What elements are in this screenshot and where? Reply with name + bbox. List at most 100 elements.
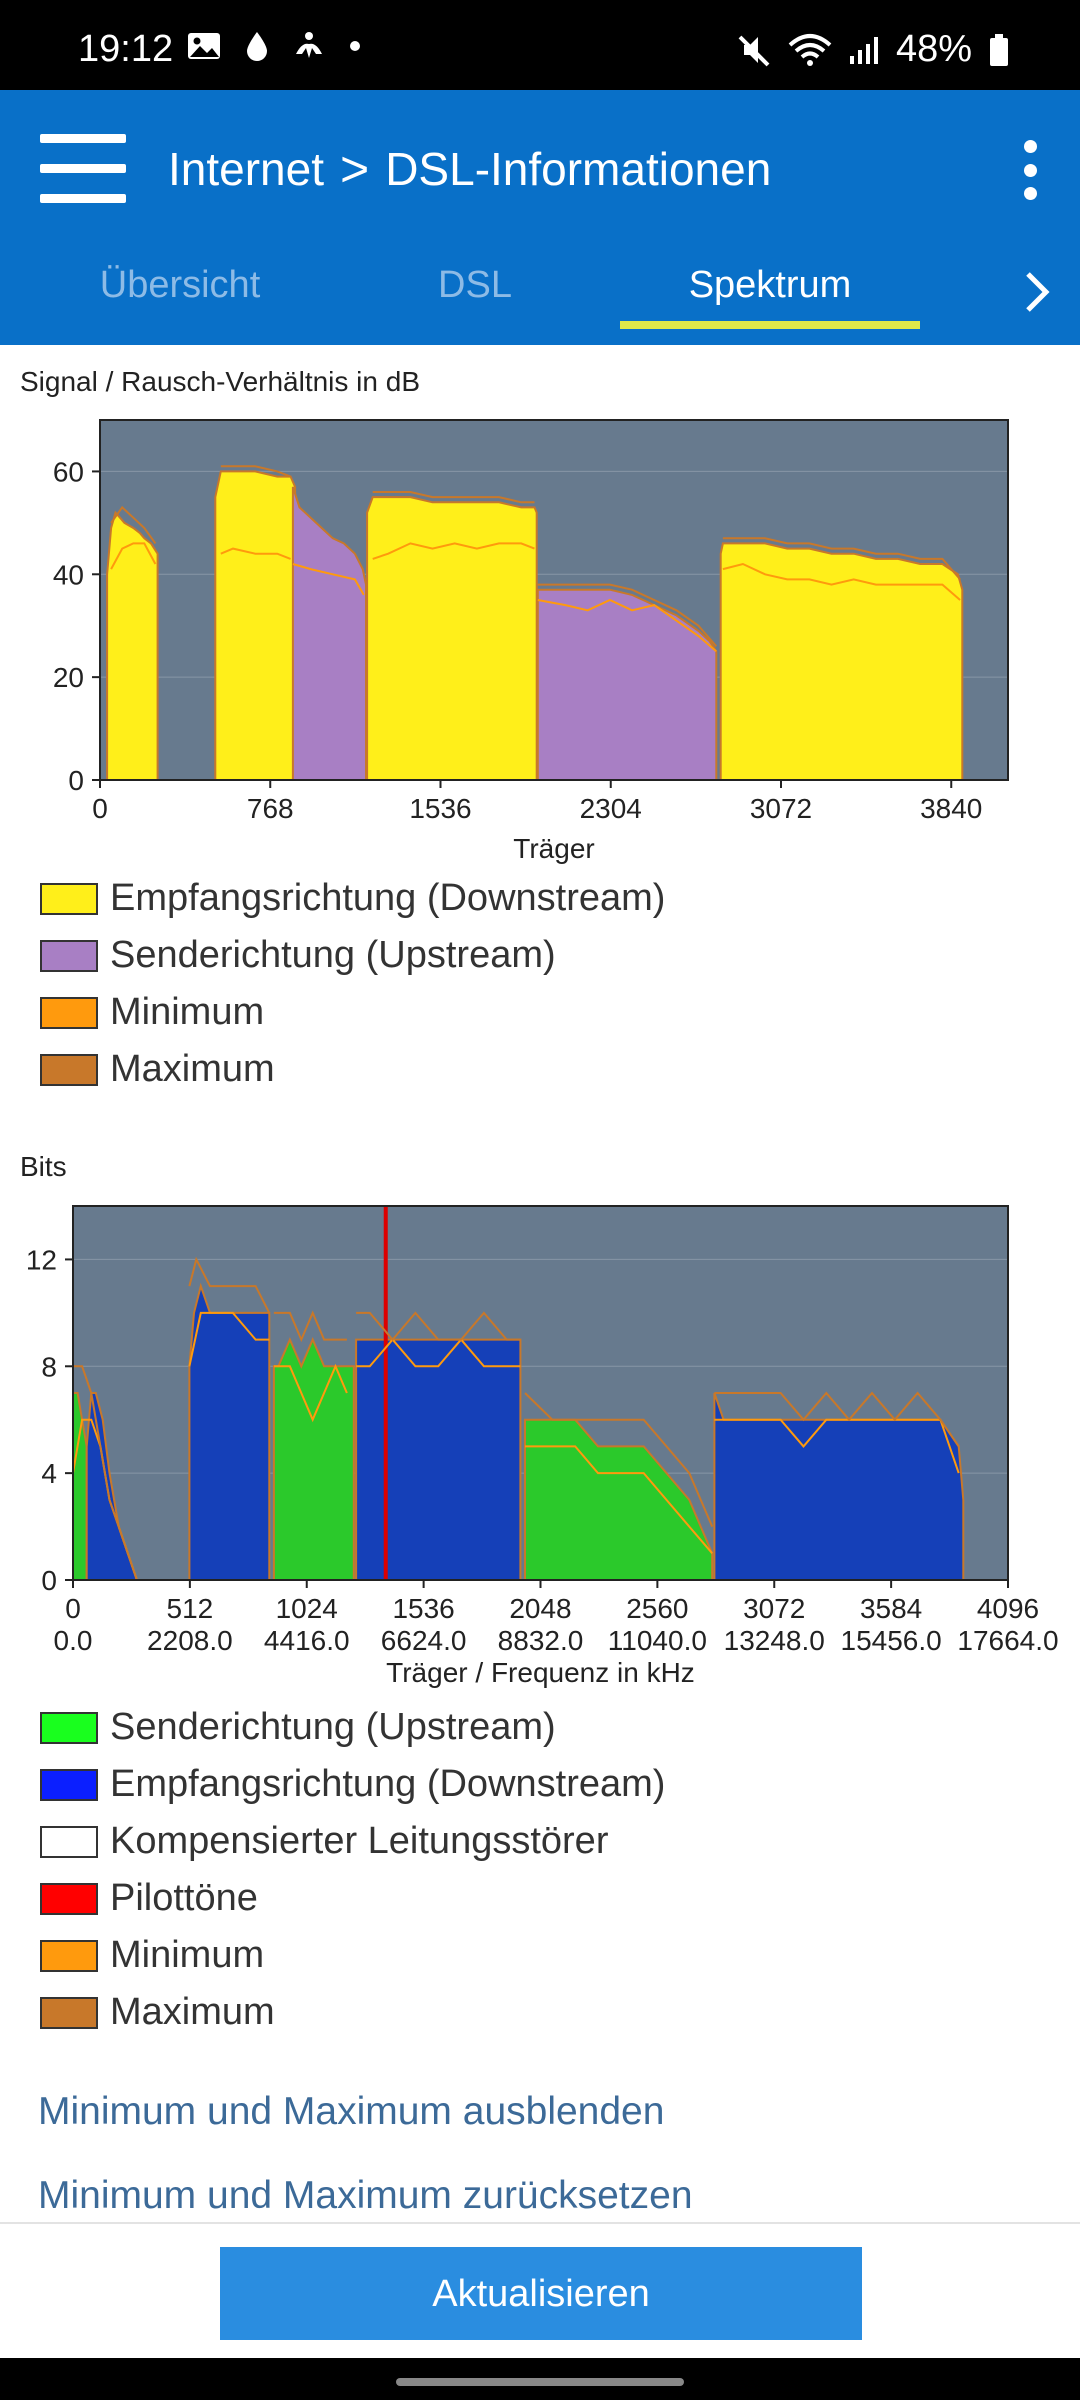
- legend-item: Maximum: [40, 1984, 665, 2041]
- hide-minmax-link[interactable]: Minimum und Maximum ausblenden: [38, 2090, 665, 2133]
- legend-swatch-pilot: [40, 1882, 98, 1915]
- chevron-right-icon[interactable]: [1016, 262, 1056, 322]
- x-tick-label: 1024: [276, 1593, 338, 1624]
- legend-label: Minimum: [110, 1934, 265, 1976]
- series-area: [272, 1337, 355, 1581]
- legend-item: Kompensierter Leitungsstörer: [40, 1813, 665, 1870]
- series-line: [372, 542, 535, 560]
- legend-swatch-upstream: [40, 939, 98, 972]
- series-line: [73, 1365, 138, 1581]
- series-line: [524, 1392, 714, 1527]
- x-axis-label: Träger / Frequenz in kHz: [386, 1657, 695, 1688]
- battery-icon: [988, 33, 1010, 67]
- tab-dsl[interactable]: DSL: [438, 264, 512, 306]
- tab-overview[interactable]: Übersicht: [99, 264, 261, 306]
- x-tick-label-secondary: 0.0: [54, 1625, 93, 1656]
- x-tick-label-secondary: 2208.0: [147, 1625, 233, 1656]
- app-bar: Internet > DSL-Informationen Übersicht D…: [0, 90, 1080, 345]
- y-tick-label: 8: [41, 1351, 57, 1382]
- x-tick-label: 2560: [626, 1593, 688, 1624]
- series-line: [537, 598, 717, 653]
- image-icon: [186, 31, 222, 61]
- x-tick-label: 3840: [920, 793, 982, 824]
- x-tick-label: 2304: [580, 793, 642, 824]
- series-line: [537, 583, 718, 647]
- legend-label: Minimum: [110, 991, 265, 1033]
- legend-swatch-upstream: [40, 1711, 98, 1744]
- series-line: [110, 505, 157, 544]
- series-line: [273, 1310, 347, 1343]
- legend-label: Pilottöne: [110, 1877, 258, 1919]
- series-line: [292, 563, 365, 596]
- series-area: [719, 542, 964, 781]
- tab-bar: Übersicht DSL Spektrum: [0, 250, 1080, 345]
- y-tick-label: 40: [53, 559, 84, 590]
- legend-item: Senderichtung (Upstream): [40, 927, 665, 984]
- legend-label: Empfangsrichtung (Downstream): [110, 877, 666, 919]
- series-line: [273, 1363, 348, 1423]
- x-tick-label-secondary: 6624.0: [381, 1625, 467, 1656]
- legend-item: Empfangsrichtung (Downstream): [40, 1756, 665, 1813]
- series-line: [220, 465, 291, 478]
- x-tick-label: 2048: [509, 1593, 571, 1624]
- legend-label: Maximum: [110, 1991, 275, 2033]
- legend-label: Senderichtung (Upstream): [110, 934, 556, 976]
- x-tick-label: 4096: [977, 1593, 1039, 1624]
- series-line: [722, 537, 961, 581]
- x-tick-label: 1536: [392, 1593, 454, 1624]
- legend-item: Maximum: [40, 1041, 665, 1098]
- bits-chart-title: Bits: [20, 1151, 67, 1182]
- accessibility-icon: [292, 30, 326, 62]
- x-tick-label: 768: [247, 793, 294, 824]
- breadcrumb-separator: >: [340, 141, 370, 197]
- legend-swatch-compensated: [40, 1825, 98, 1858]
- plot-frame: [99, 419, 1009, 781]
- tab-spectrum[interactable]: Spektrum: [620, 250, 920, 345]
- snr-chart-title: Signal / Rausch-Verhältnis in dB: [20, 366, 420, 397]
- breadcrumb: Internet > DSL-Informationen: [168, 140, 771, 198]
- signal-icon: [848, 34, 880, 66]
- x-tick-label: 512: [167, 1593, 214, 1624]
- series-area: [524, 1418, 714, 1581]
- legend-item: Pilottöne: [40, 1870, 665, 1927]
- legend-item: Minimum: [40, 1927, 665, 1984]
- x-tick-label-secondary: 8832.0: [498, 1625, 584, 1656]
- home-gesture-handle[interactable]: [396, 2378, 684, 2386]
- legend-swatch-minimum: [40, 996, 98, 1029]
- legend-swatch-downstream: [40, 882, 98, 915]
- y-tick-label: 12: [26, 1244, 57, 1275]
- x-tick-label-secondary: 11040.0: [608, 1625, 707, 1656]
- series-line: [188, 1311, 270, 1367]
- legend-label: Kompensierter Leitungsstörer: [110, 1820, 609, 1862]
- navigation-bar: [0, 2358, 1080, 2400]
- reset-minmax-link[interactable]: Minimum und Maximum zurücksetzen: [38, 2174, 693, 2217]
- series-area: [214, 470, 297, 781]
- breadcrumb-root[interactable]: Internet: [168, 143, 324, 195]
- page-title: DSL-Informationen: [385, 143, 772, 195]
- series-area: [291, 486, 367, 781]
- legend-label: Maximum: [110, 1048, 275, 1090]
- x-tick-label: 3584: [860, 1593, 922, 1624]
- series-line: [220, 547, 291, 560]
- drop-icon: [244, 30, 270, 62]
- update-button[interactable]: Aktualisieren: [220, 2247, 862, 2340]
- legend-swatch-downstream: [40, 1768, 98, 1801]
- y-tick-label: 60: [53, 456, 84, 487]
- series-area: [366, 496, 538, 781]
- snr-chart: 0 20 40 60 0 768 1536 2304 3072 3840 Träger: [53, 419, 1009, 864]
- series-line: [722, 562, 961, 601]
- y-tick-label: 0: [41, 1565, 57, 1596]
- series-area: [713, 1392, 965, 1581]
- y-tick-label: 4: [41, 1458, 57, 1489]
- x-tick-label-secondary: 15456.0: [841, 1625, 942, 1656]
- series-line: [714, 1391, 960, 1447]
- y-tick-label: 20: [53, 662, 84, 693]
- legend-item: Empfangsrichtung (Downstream): [40, 870, 665, 927]
- hamburger-menu-icon[interactable]: [40, 134, 126, 204]
- series-line: [714, 1418, 960, 1474]
- series-area: [106, 510, 159, 781]
- legend-item: Minimum: [40, 984, 665, 1041]
- series-line: [110, 542, 157, 570]
- status-bar: 19:12 48%: [0, 0, 1080, 90]
- more-options-icon[interactable]: [1020, 140, 1040, 200]
